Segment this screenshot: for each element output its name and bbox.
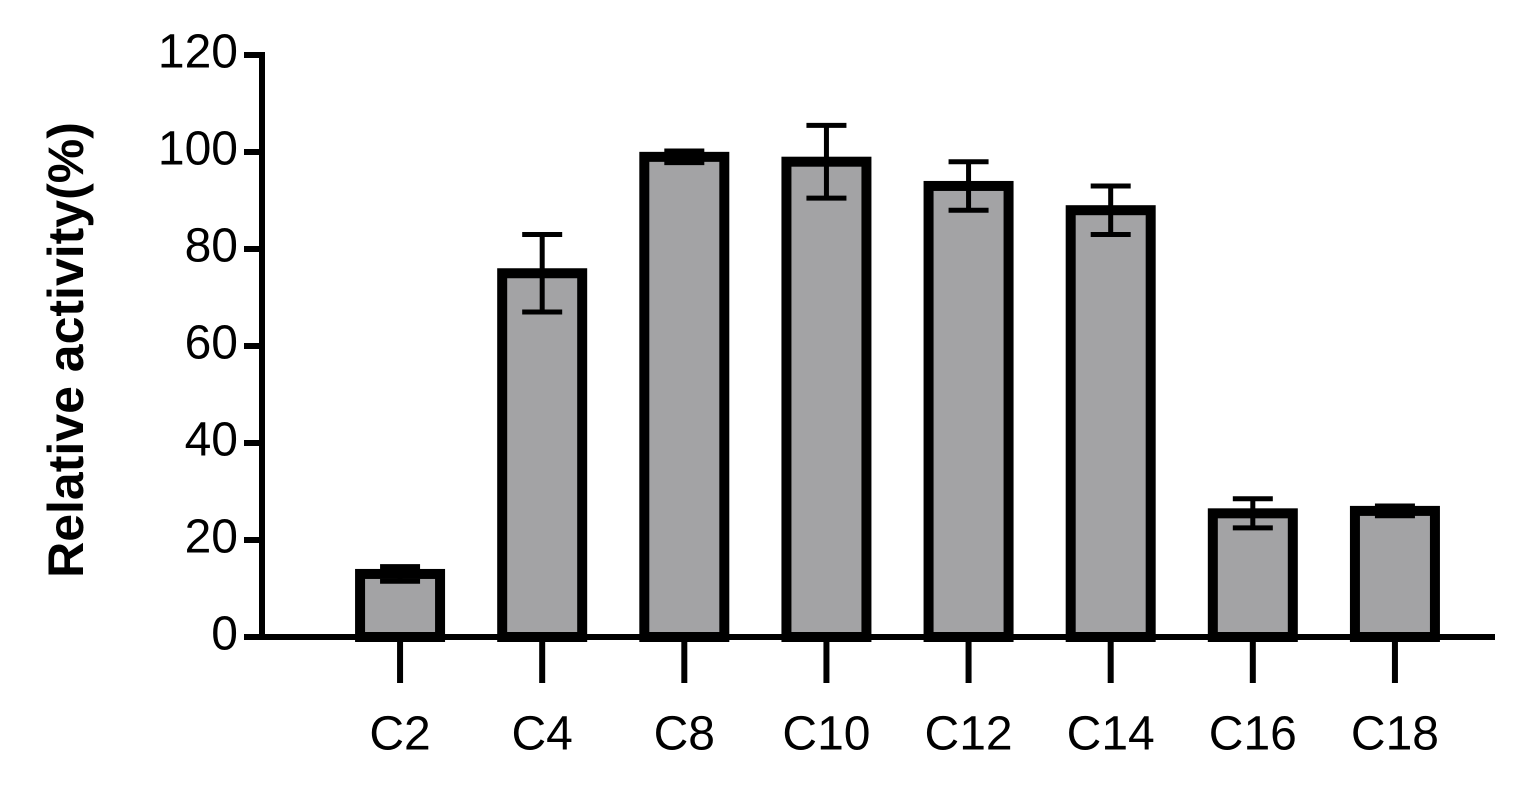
error-bar bbox=[380, 564, 421, 584]
y-tick-label: 80 bbox=[185, 220, 238, 273]
x-tick-label: C16 bbox=[1209, 708, 1297, 761]
bar bbox=[497, 268, 588, 642]
error-bar bbox=[1232, 496, 1273, 531]
y-tick-label: 60 bbox=[185, 317, 238, 370]
x-tick-label: C4 bbox=[512, 708, 573, 761]
x-tick-label: C14 bbox=[1067, 708, 1155, 761]
bar bbox=[1065, 205, 1156, 642]
bar bbox=[639, 151, 730, 642]
x-tick-label: C2 bbox=[369, 708, 430, 761]
bar bbox=[1349, 505, 1440, 642]
error-bar bbox=[948, 159, 989, 213]
error-bar bbox=[1090, 183, 1131, 237]
y-tick-label: 40 bbox=[185, 414, 238, 467]
y-tick-label: 0 bbox=[211, 608, 238, 661]
x-tick-label: C12 bbox=[925, 708, 1013, 761]
y-axis-label: Relative activity(%) bbox=[38, 122, 94, 578]
y-tick-label: 20 bbox=[185, 511, 238, 564]
error-bar bbox=[806, 122, 847, 201]
bar bbox=[1207, 508, 1298, 643]
x-tick-label: C8 bbox=[654, 708, 715, 761]
bar bbox=[923, 180, 1014, 642]
error-bar bbox=[1374, 503, 1415, 519]
x-tick-label: C10 bbox=[782, 708, 870, 761]
error-bar bbox=[664, 148, 705, 166]
y-tick-label: 120 bbox=[158, 26, 238, 79]
x-tick-label: C18 bbox=[1351, 708, 1439, 761]
bar bbox=[781, 156, 872, 642]
y-tick-label: 100 bbox=[158, 123, 238, 176]
error-bar bbox=[522, 231, 563, 315]
